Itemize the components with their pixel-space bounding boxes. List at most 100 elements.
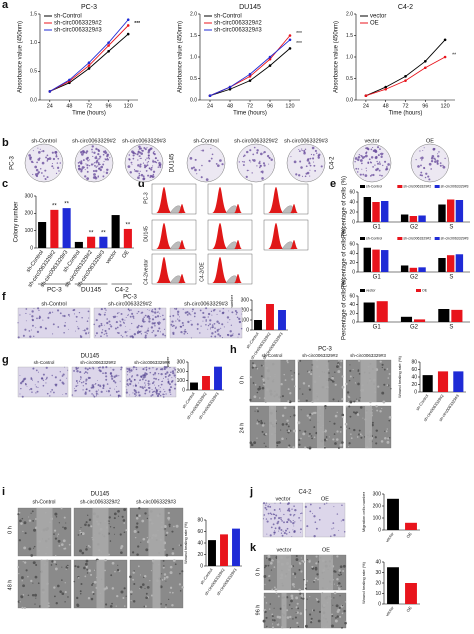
cell — [278, 508, 281, 510]
cell — [334, 570, 337, 573]
cell — [168, 598, 170, 600]
cell — [136, 367, 138, 369]
colony — [43, 175, 45, 177]
colony — [40, 172, 43, 174]
cell — [137, 310, 140, 313]
point — [126, 32, 130, 36]
colony — [362, 173, 365, 176]
cell — [123, 522, 126, 524]
cell — [218, 328, 220, 331]
cell — [32, 582, 34, 584]
cell — [135, 525, 139, 529]
cell — [64, 366, 65, 368]
cell — [130, 369, 133, 372]
row-label: C4-2/vector — [143, 259, 149, 285]
cell — [135, 517, 139, 520]
cell — [380, 440, 384, 443]
colony — [152, 151, 155, 154]
y-tick-label: 200 — [25, 211, 34, 217]
cell — [270, 513, 273, 516]
cell — [25, 308, 28, 310]
cell — [159, 331, 161, 333]
cell — [90, 386, 93, 389]
cell — [278, 517, 281, 520]
panel-letter: c — [2, 178, 8, 190]
cell — [190, 320, 192, 322]
cell — [79, 549, 83, 553]
row-label: DU145 — [143, 226, 149, 242]
colony — [260, 165, 262, 167]
cell — [122, 319, 124, 321]
cell — [333, 533, 336, 537]
significance: ** — [126, 223, 131, 229]
cell — [286, 616, 290, 619]
cell — [136, 553, 139, 556]
bar — [266, 304, 274, 330]
cell — [102, 384, 105, 387]
colony — [99, 155, 102, 158]
colony — [370, 148, 373, 151]
x-tick-label: 120 — [441, 103, 450, 109]
cell — [28, 330, 31, 332]
cell — [97, 380, 98, 381]
bar — [446, 199, 455, 222]
cell — [300, 409, 302, 411]
x-tick-label: sh-Control — [415, 393, 430, 411]
y-tick-label: 0.5 — [30, 69, 37, 75]
cell — [85, 548, 88, 551]
cell — [207, 328, 209, 330]
cell — [260, 364, 263, 367]
colony — [150, 166, 153, 169]
cell — [279, 502, 282, 504]
cell — [295, 558, 299, 562]
cell — [162, 566, 165, 569]
cell — [258, 420, 260, 423]
cell — [100, 384, 102, 386]
cell — [85, 559, 89, 563]
row-label: 24 h — [239, 423, 245, 434]
y-tick-label: 20 — [349, 209, 355, 215]
cell — [150, 395, 152, 397]
cell — [286, 521, 288, 523]
cell — [22, 594, 25, 596]
row-label: PC-3 — [10, 156, 16, 170]
cell — [139, 379, 141, 381]
cell — [169, 571, 173, 575]
cell — [147, 384, 150, 386]
colony — [135, 170, 138, 173]
colony — [314, 149, 317, 153]
s-phase — [169, 275, 183, 284]
cell — [296, 611, 299, 614]
cell — [298, 562, 302, 565]
cell — [323, 438, 327, 442]
cell — [263, 433, 266, 436]
colony — [102, 153, 105, 156]
cell — [151, 322, 154, 325]
cell — [345, 405, 348, 408]
cell — [261, 430, 264, 433]
cell — [301, 393, 304, 395]
colony — [249, 149, 252, 152]
cell — [100, 308, 103, 311]
annotation: *** — [296, 31, 302, 37]
cell — [152, 367, 154, 369]
legend-label: sh-circ0063329#3 — [441, 184, 469, 188]
colony — [80, 160, 83, 163]
cell — [115, 385, 117, 387]
cell — [336, 584, 338, 587]
y-axis-label: Absorbance value (450nm) — [178, 21, 184, 93]
point — [384, 85, 388, 89]
colony — [154, 157, 157, 160]
cell — [84, 332, 88, 335]
colony — [421, 156, 424, 160]
cell — [229, 319, 231, 321]
cell — [162, 377, 164, 379]
cell — [311, 412, 314, 415]
point — [384, 87, 388, 91]
cell — [256, 422, 259, 425]
colony — [46, 176, 49, 179]
cell — [219, 334, 222, 337]
bar — [455, 254, 464, 272]
cell — [287, 502, 290, 505]
cell — [133, 583, 136, 586]
